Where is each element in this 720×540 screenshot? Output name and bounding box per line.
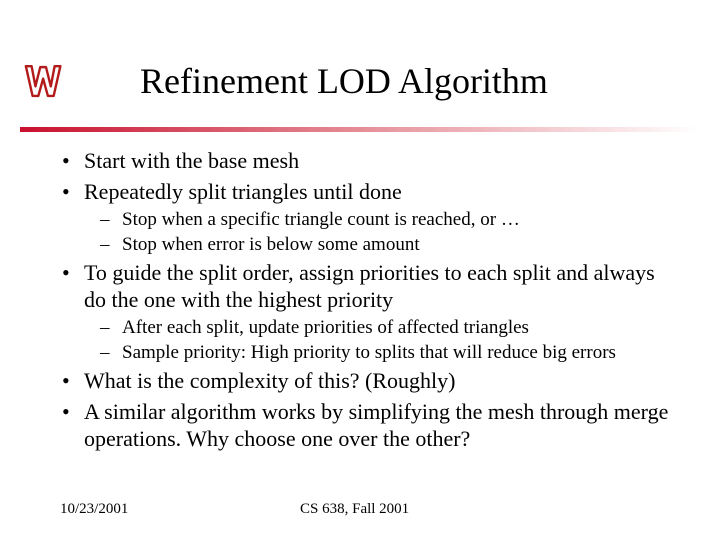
bullet-item: What is the complexity of this? (Roughly… (84, 368, 680, 395)
sub-bullet-text: After each split, update priorities of a… (122, 317, 529, 338)
sub-bullet-text: Stop when error is below some amount (122, 234, 420, 255)
sub-bullet-item: Stop when error is below some amount (122, 233, 680, 256)
bullet-list: Start with the base mesh Repeatedly spli… (60, 148, 680, 452)
bullet-text: Repeatedly split triangles until done (84, 179, 402, 204)
sub-bullet-text: Sample priority: High priority to splits… (122, 342, 616, 363)
footer-course: CS 638, Fall 2001 (300, 501, 409, 518)
sub-bullet-item: Sample priority: High priority to splits… (122, 341, 680, 364)
bullet-text: To guide the split order, assign priorit… (84, 260, 655, 312)
bullet-text: What is the complexity of this? (Roughly… (84, 368, 456, 393)
sub-bullet-list: Stop when a specific triangle count is r… (84, 208, 680, 256)
wisconsin-logo (22, 60, 70, 104)
title-divider (20, 120, 700, 126)
sub-bullet-item: Stop when a specific triangle count is r… (122, 208, 680, 231)
slide-footer: 10/23/2001 CS 638, Fall 2001 (60, 501, 680, 518)
bullet-text: Start with the base mesh (84, 148, 299, 173)
sub-bullet-text: Stop when a specific triangle count is r… (122, 209, 520, 230)
bullet-item: Start with the base mesh (84, 148, 680, 175)
bullet-item: A similar algorithm works by simplifying… (84, 399, 680, 453)
bullet-text: A similar algorithm works by simplifying… (84, 399, 668, 451)
footer-date: 10/23/2001 (60, 501, 300, 518)
sub-bullet-list: After each split, update priorities of a… (84, 316, 680, 364)
slide-body: Start with the base mesh Repeatedly spli… (60, 148, 680, 456)
slide: Refinement LOD Algorithm Start with the … (0, 0, 720, 540)
sub-bullet-item: After each split, update priorities of a… (122, 316, 680, 339)
slide-title: Refinement LOD Algorithm (140, 60, 680, 102)
bullet-item: To guide the split order, assign priorit… (84, 260, 680, 364)
bullet-item: Repeatedly split triangles until done St… (84, 179, 680, 256)
